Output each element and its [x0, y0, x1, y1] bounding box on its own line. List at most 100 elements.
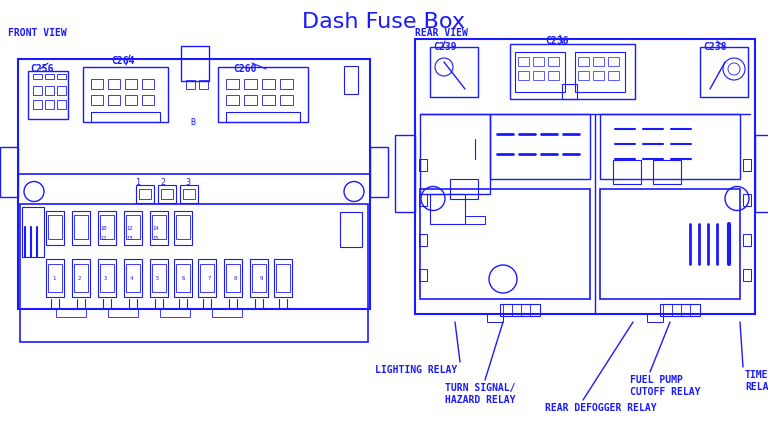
Bar — [152, 216, 166, 239]
Text: 12: 12 — [126, 225, 133, 230]
Text: C256: C256 — [30, 64, 54, 74]
Bar — [487, 314, 503, 322]
Text: 2: 2 — [78, 275, 81, 280]
Bar — [46, 259, 64, 297]
Bar — [450, 180, 478, 199]
Bar — [226, 265, 240, 292]
Bar — [600, 190, 740, 299]
Text: 15: 15 — [152, 236, 158, 240]
Bar — [74, 216, 88, 239]
Bar — [578, 58, 589, 67]
Bar — [430, 195, 465, 225]
Bar — [150, 211, 168, 245]
Bar — [419, 195, 427, 207]
Bar — [161, 190, 173, 199]
Bar — [280, 96, 293, 106]
Bar — [608, 58, 619, 67]
Bar — [600, 115, 740, 180]
Text: FUEL PUMP
CUTOFF RELAY: FUEL PUMP CUTOFF RELAY — [630, 374, 700, 397]
Bar — [136, 186, 154, 204]
Bar — [108, 309, 138, 317]
Bar — [743, 195, 751, 207]
Bar — [200, 265, 214, 292]
Bar — [126, 216, 140, 239]
Bar — [46, 211, 64, 245]
Bar — [743, 160, 751, 172]
Bar — [158, 186, 176, 204]
Bar — [150, 259, 168, 297]
Text: C264: C264 — [111, 56, 134, 66]
Bar — [199, 81, 208, 90]
Text: REAR DEFOGGER RELAY: REAR DEFOGGER RELAY — [545, 402, 657, 412]
Bar — [226, 80, 239, 90]
Text: 8: 8 — [234, 275, 237, 280]
Text: LIGHTING RELAY: LIGHTING RELAY — [375, 364, 457, 374]
Bar — [420, 190, 590, 299]
Bar — [91, 113, 160, 123]
Bar — [186, 81, 195, 90]
Bar — [20, 204, 368, 342]
Bar — [0, 147, 18, 197]
Text: C238: C238 — [703, 42, 727, 52]
Bar — [415, 40, 755, 314]
Bar — [108, 80, 120, 90]
Bar — [548, 72, 559, 81]
Text: 1: 1 — [52, 275, 55, 280]
Text: 6: 6 — [182, 275, 185, 280]
Bar — [465, 216, 485, 225]
Text: C260: C260 — [233, 64, 257, 74]
Bar — [533, 58, 544, 67]
Bar — [176, 265, 190, 292]
Bar — [224, 259, 242, 297]
Bar — [152, 265, 166, 292]
Bar — [608, 72, 619, 81]
Bar — [174, 211, 192, 245]
Bar — [244, 96, 257, 106]
Bar — [419, 160, 427, 172]
Bar — [518, 58, 529, 67]
Bar — [160, 309, 190, 317]
Text: REAR VIEW: REAR VIEW — [415, 28, 468, 38]
Bar — [593, 72, 604, 81]
Bar — [500, 304, 540, 316]
Bar — [370, 147, 388, 197]
Bar — [198, 259, 216, 297]
Bar — [28, 72, 68, 120]
Bar — [126, 265, 140, 292]
Bar — [124, 211, 142, 245]
Bar — [430, 48, 478, 98]
Bar — [98, 259, 116, 297]
Bar — [743, 269, 751, 281]
Bar — [660, 304, 700, 316]
Text: 4: 4 — [130, 275, 134, 280]
Bar — [274, 259, 292, 297]
Text: 5: 5 — [156, 275, 159, 280]
Text: 11: 11 — [100, 236, 107, 240]
Bar — [510, 45, 635, 100]
Bar — [48, 265, 62, 292]
Bar — [613, 161, 641, 184]
Bar — [280, 80, 293, 90]
Bar — [57, 87, 66, 96]
Bar — [125, 80, 137, 90]
Bar — [344, 67, 358, 95]
Bar — [226, 96, 239, 106]
Bar — [74, 265, 88, 292]
Text: 14: 14 — [152, 225, 158, 230]
Bar — [419, 269, 427, 281]
Bar — [33, 87, 42, 96]
Bar — [100, 216, 114, 239]
Bar — [91, 80, 103, 90]
Bar — [33, 75, 42, 80]
Text: TIMER
RELAY: TIMER RELAY — [745, 369, 768, 391]
Bar — [262, 96, 275, 106]
Bar — [252, 265, 266, 292]
Text: FRONT VIEW: FRONT VIEW — [8, 28, 67, 38]
Bar — [56, 309, 86, 317]
Bar — [250, 259, 268, 297]
Bar — [578, 72, 589, 81]
Text: TURN SIGNAL/
HAZARD RELAY: TURN SIGNAL/ HAZARD RELAY — [445, 382, 515, 404]
Text: B: B — [190, 118, 195, 127]
Bar — [533, 72, 544, 81]
Bar — [142, 96, 154, 106]
